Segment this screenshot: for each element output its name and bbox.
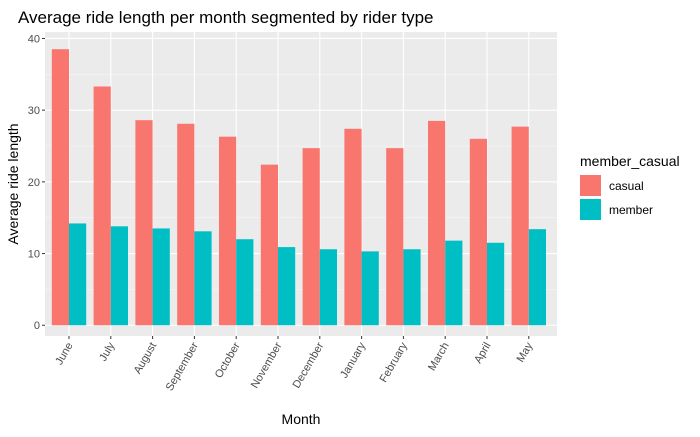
- legend-key-member: [580, 199, 601, 220]
- x-tick-label: December: [291, 340, 327, 390]
- bar-casual-april: [469, 138, 487, 326]
- bar-casual-november: [260, 164, 278, 326]
- x-tick-label: February: [378, 340, 411, 385]
- bar-member-november: [278, 247, 296, 326]
- x-tick-label: June: [53, 341, 75, 368]
- bar-casual-september: [177, 123, 195, 326]
- legend: member_casual casual member: [580, 153, 680, 220]
- legend-label-casual: casual: [609, 179, 644, 193]
- x-tick-label: January: [338, 340, 368, 380]
- x-axis-label: Month: [282, 411, 321, 427]
- legend-key-casual: [580, 175, 601, 196]
- y-tick-label: 10: [28, 249, 40, 261]
- bar-casual-february: [386, 148, 404, 326]
- bar-member-april: [487, 242, 505, 326]
- legend-title: member_casual: [580, 153, 680, 169]
- x-tick-label: July: [97, 340, 117, 363]
- y-axis: 0 10 20 30 40: [28, 33, 45, 332]
- x-tick-label: April: [472, 341, 493, 366]
- x-tick-label: November: [249, 340, 285, 390]
- bar-casual-january: [344, 128, 362, 326]
- bars: [51, 49, 546, 326]
- bar-casual-july: [93, 86, 111, 326]
- x-axis: June July August September October November De…: [53, 336, 536, 393]
- y-tick-label: 20: [28, 177, 40, 189]
- y-tick-label: 0: [34, 320, 40, 332]
- x-tick-label: March: [426, 341, 452, 373]
- bar-casual-december: [302, 148, 320, 326]
- bar-member-january: [361, 251, 379, 326]
- bar-member-june: [69, 223, 87, 326]
- y-tick-label: 30: [28, 105, 40, 117]
- bar-member-february: [403, 249, 421, 326]
- chart-title: Average ride length per month segmented …: [18, 8, 434, 27]
- x-tick-label: October: [213, 340, 243, 380]
- bar-member-march: [445, 240, 463, 326]
- bar-member-october: [236, 239, 254, 326]
- x-tick-label: August: [132, 341, 160, 377]
- bar-casual-october: [219, 136, 237, 326]
- bar-casual-may: [511, 126, 529, 326]
- bar-member-december: [319, 249, 337, 326]
- bar-member-may: [528, 229, 546, 326]
- bar-casual-august: [135, 120, 153, 326]
- y-tick-label: 40: [28, 33, 40, 45]
- bar-member-august: [152, 228, 170, 326]
- bar-casual-june: [51, 49, 69, 326]
- bar-member-july: [110, 226, 128, 326]
- x-tick-label: May: [515, 340, 536, 364]
- x-tick-label: September: [164, 340, 201, 393]
- bar-member-september: [194, 231, 212, 326]
- legend-label-member: member: [609, 203, 653, 217]
- bar-casual-march: [428, 120, 446, 326]
- y-axis-label: Average ride length: [5, 123, 21, 244]
